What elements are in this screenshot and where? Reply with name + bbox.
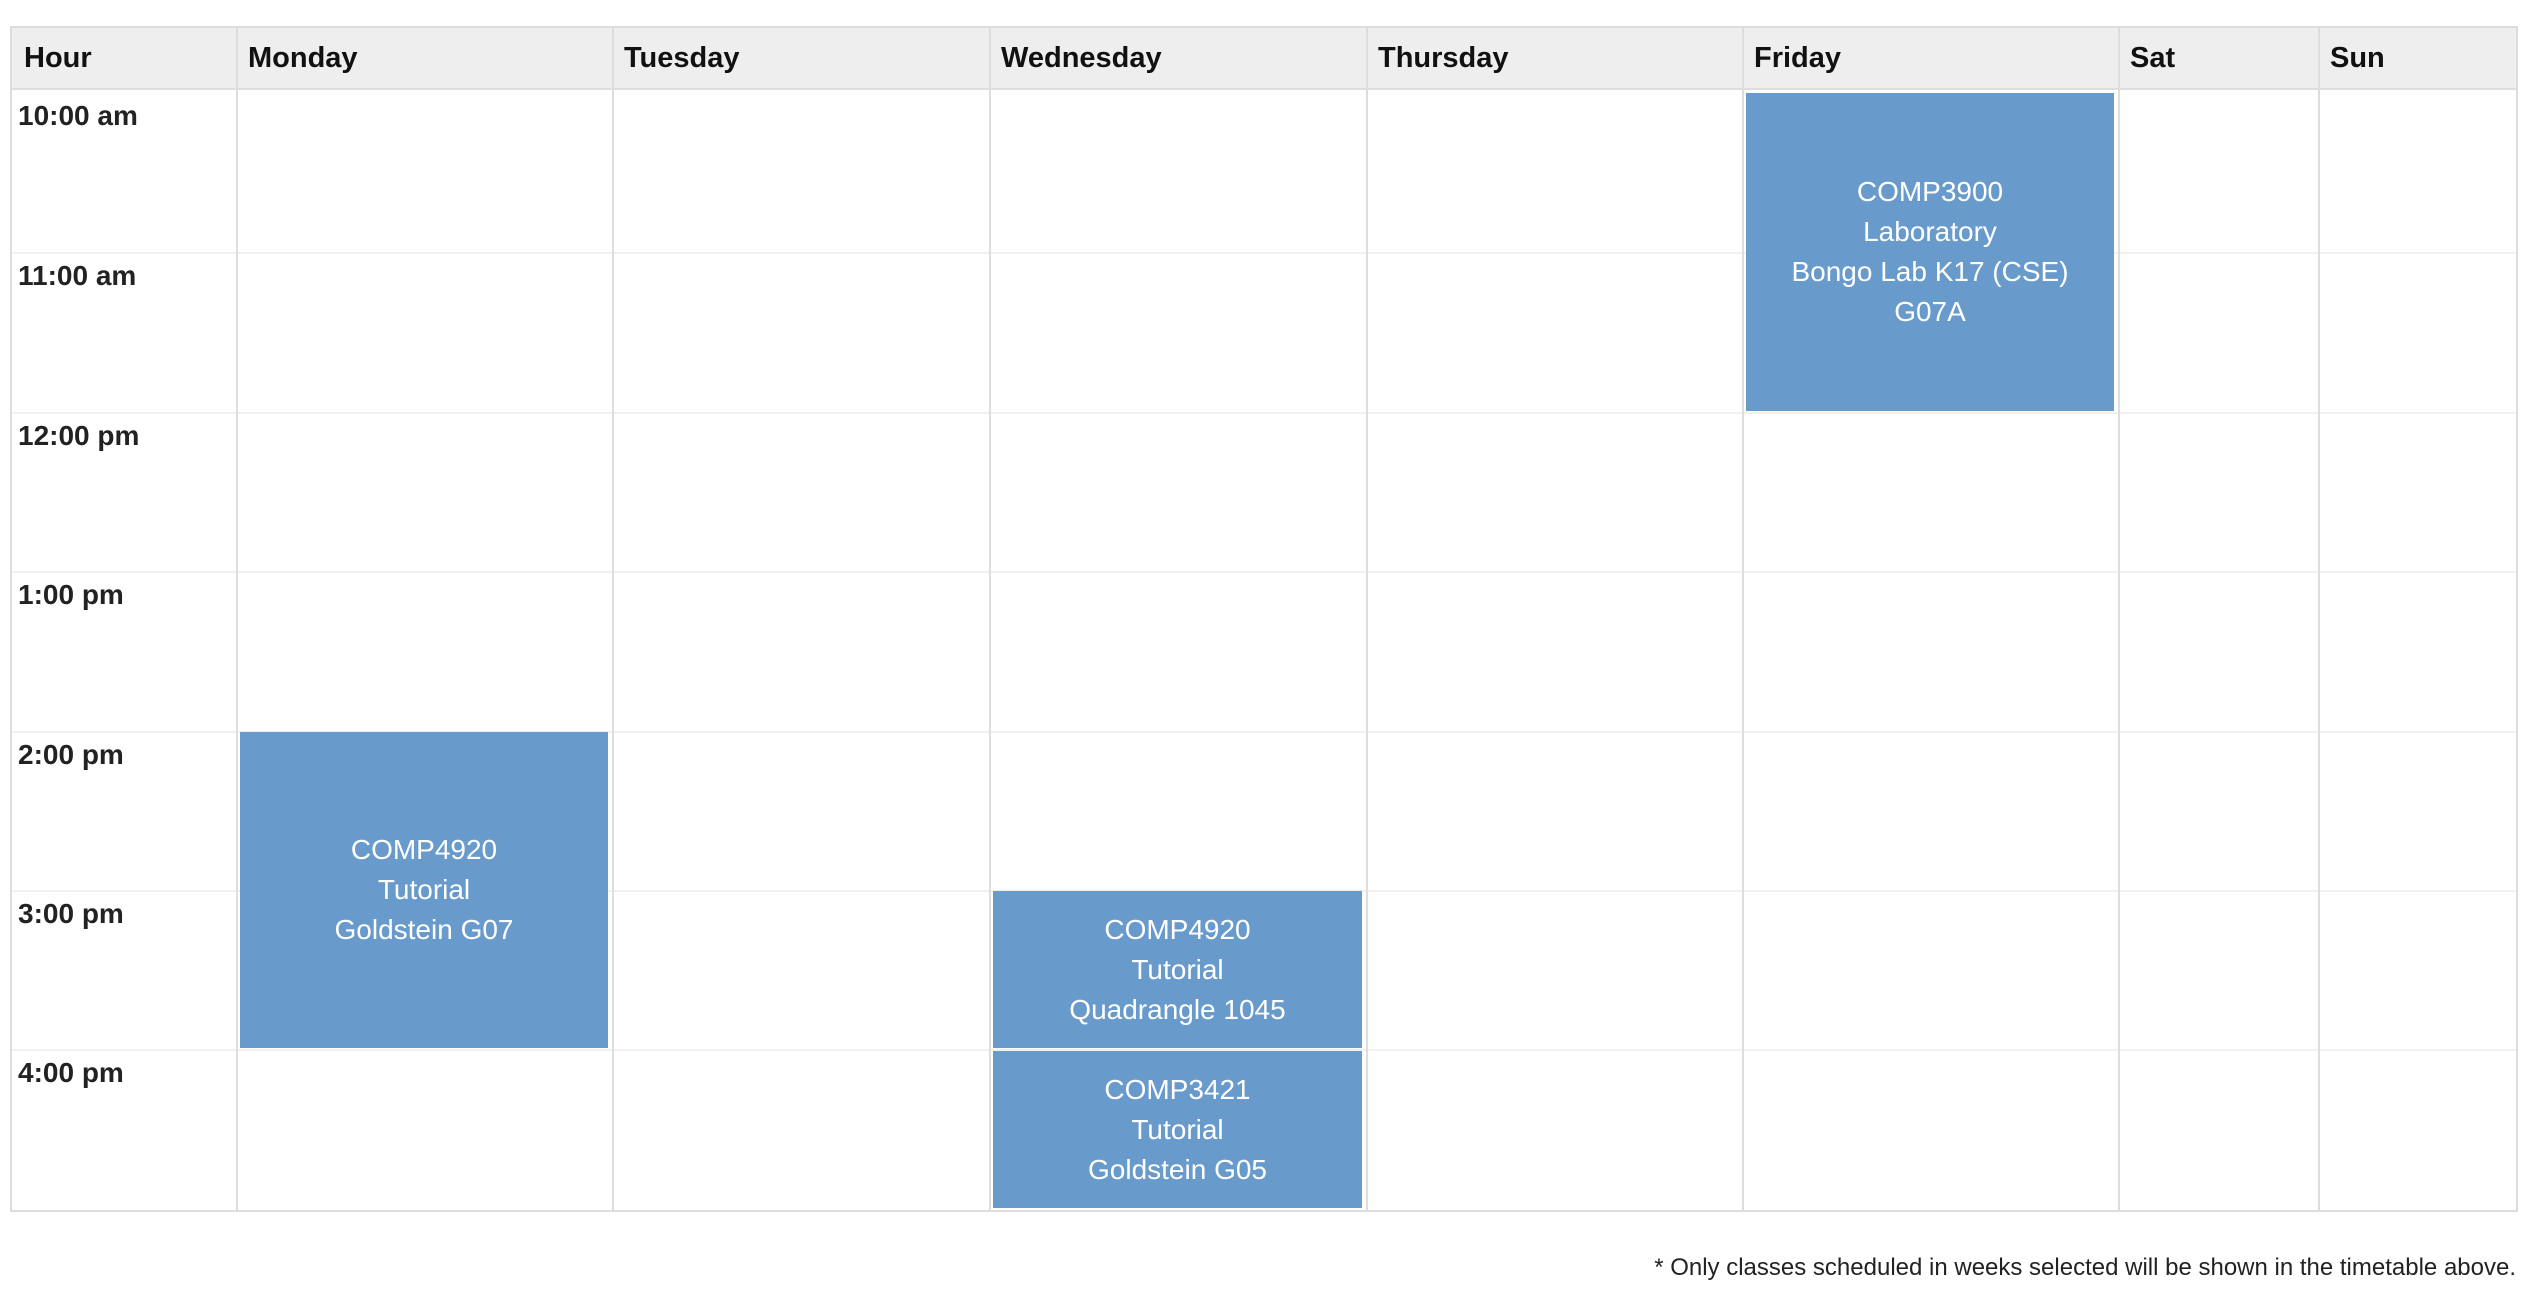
day-header-sat: Sat (2130, 41, 2176, 74)
row-divider (12, 1049, 2516, 1051)
timetable: Hour Monday Tuesday Wednesday Thursday F… (10, 26, 2518, 1212)
event-location: Goldstein G07 (334, 914, 514, 945)
event-type: Tutorial (1131, 953, 1224, 985)
column-divider (1742, 28, 1744, 1210)
day-header-tuesday: Tuesday (624, 41, 740, 74)
day-header-friday: Friday (1754, 41, 1842, 74)
event-type: Tutorial (1131, 1113, 1224, 1145)
hour-label: 4:00 pm (18, 1057, 124, 1088)
hour-label: 2:00 pm (18, 739, 124, 770)
timetable-footnote: * Only classes scheduled in weeks select… (1654, 1254, 2516, 1281)
event-comp3900-laboratory[interactable]: COMP3900 Laboratory Bongo Lab K17 (CSE) … (1746, 93, 2114, 411)
header-row: Hour Monday Tuesday Wednesday Thursday F… (12, 28, 2516, 90)
hour-column-header: Hour (24, 41, 92, 74)
day-header-monday: Monday (248, 41, 358, 74)
event-location: Goldstein G05 (1088, 1153, 1267, 1185)
hour-label: 10:00 am (18, 100, 138, 131)
event-room: G07A (1894, 296, 1966, 327)
row-divider (12, 731, 2516, 733)
hour-label: 3:00 pm (18, 898, 124, 929)
hour-label: 12:00 pm (18, 420, 140, 451)
day-header-thursday: Thursday (1378, 41, 1509, 74)
column-divider (2118, 28, 2120, 1210)
event-comp4920-tutorial-monday[interactable]: COMP4920 Tutorial Goldstein G07 (240, 732, 608, 1048)
event-course: COMP3900 (1856, 176, 2004, 207)
day-header-sun: Sun (2330, 41, 2385, 74)
event-course: COMP4920 (350, 834, 498, 865)
hour-label: 11:00 am (18, 260, 137, 291)
row-divider (12, 252, 2516, 254)
event-type: Laboratory (1863, 216, 1997, 247)
column-divider (2318, 28, 2320, 1210)
event-location: Bongo Lab K17 (CSE) (1791, 256, 2069, 287)
event-type: Tutorial (377, 874, 471, 905)
row-divider (12, 571, 2516, 573)
column-divider (1366, 28, 1368, 1210)
column-divider (236, 28, 238, 1210)
hour-label: 1:00 pm (18, 579, 124, 610)
event-location: Quadrangle 1045 (1069, 993, 1286, 1025)
column-divider (612, 28, 614, 1210)
event-comp4920-tutorial-wednesday[interactable]: COMP4920 Tutorial Quadrangle 1045 (993, 891, 1362, 1048)
row-divider (12, 412, 2516, 414)
event-course: COMP4920 (1104, 913, 1251, 945)
event-course: COMP3421 (1104, 1073, 1251, 1105)
event-comp3421-tutorial-wednesday[interactable]: COMP3421 Tutorial Goldstein G05 (993, 1051, 1362, 1208)
column-divider (989, 28, 991, 1210)
day-header-wednesday: Wednesday (1001, 41, 1162, 74)
